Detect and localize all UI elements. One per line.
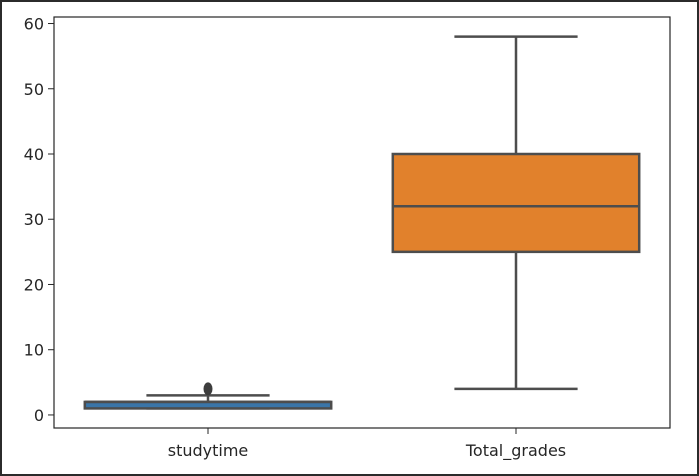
box-total_grades: [391, 35, 641, 391]
y-tick-label-40: 40: [24, 145, 44, 164]
y-tick-label-60: 60: [24, 15, 44, 34]
y-tick-label-20: 20: [24, 275, 44, 294]
box-iqr-total_grades: [391, 152, 641, 254]
y-tick-label-50: 50: [24, 80, 44, 99]
outlier-studytime-0: [203, 382, 213, 396]
y-tick-label-10: 10: [24, 341, 44, 360]
x-tick-label-studytime: studytime: [168, 441, 249, 460]
box-studytime: [83, 382, 333, 410]
y-tick-label-30: 30: [24, 210, 44, 229]
x-tick-label-Total_grades: Total_grades: [465, 441, 566, 461]
y-tick-label-0: 0: [34, 406, 44, 425]
x-axis: studytime Total_grades: [168, 428, 566, 461]
boxes: [83, 35, 641, 410]
y-axis: 0 10 20 30 40 50 60: [24, 15, 54, 425]
